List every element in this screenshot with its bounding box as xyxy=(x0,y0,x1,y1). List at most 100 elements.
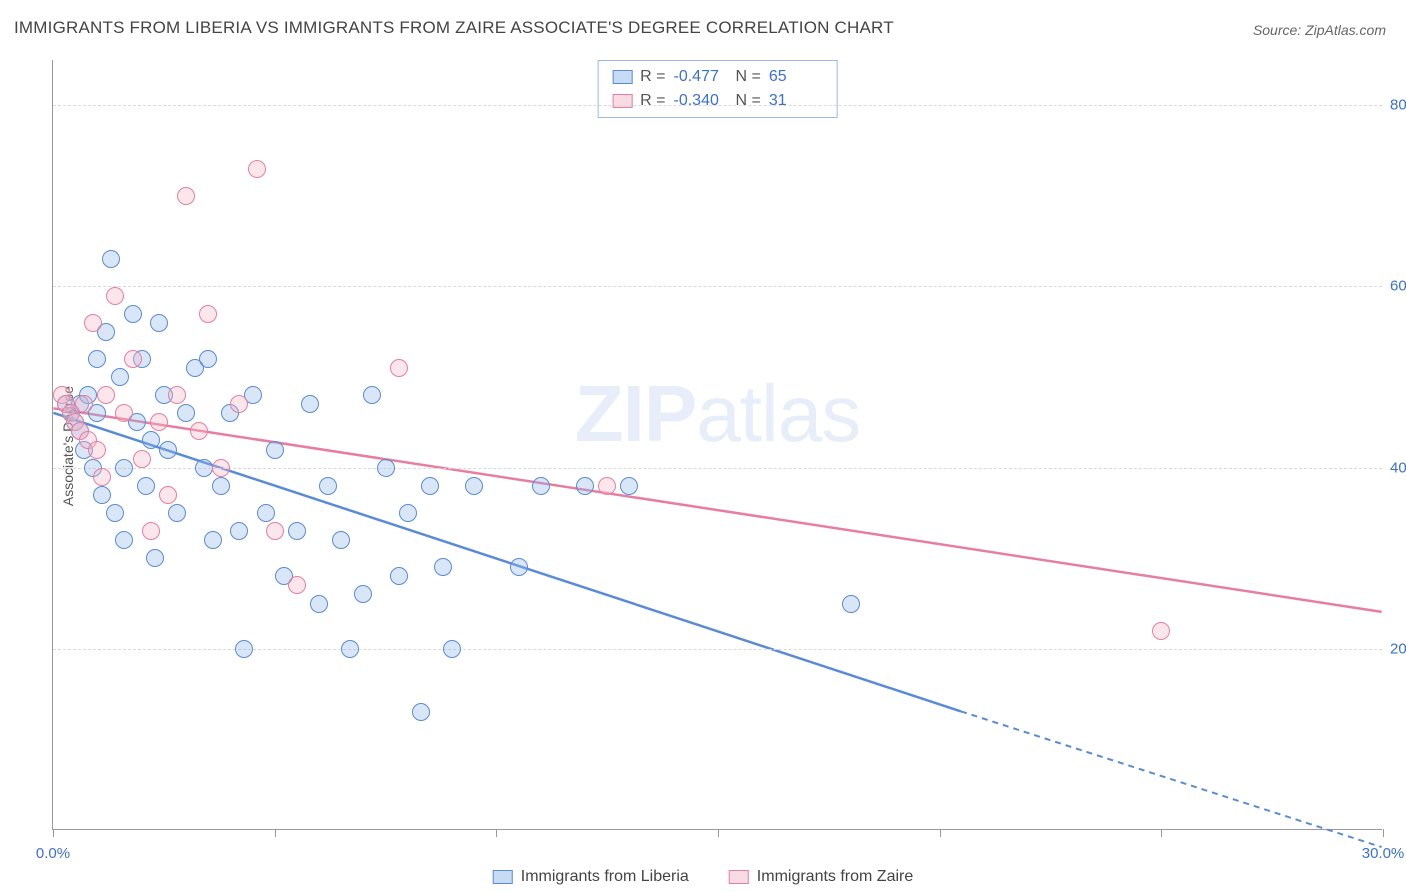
data-point-zaire xyxy=(212,459,230,477)
data-point-liberia xyxy=(212,477,230,495)
data-point-liberia xyxy=(510,558,528,576)
data-point-liberia xyxy=(199,350,217,368)
data-point-liberia xyxy=(168,504,186,522)
data-point-liberia xyxy=(532,477,550,495)
swatch-liberia xyxy=(612,70,632,84)
data-point-liberia xyxy=(115,459,133,477)
watermark: ZIPatlas xyxy=(575,368,860,460)
swatch-liberia xyxy=(493,870,513,884)
data-point-liberia xyxy=(137,477,155,495)
n-label: N = xyxy=(736,65,761,89)
gridline xyxy=(53,105,1382,106)
data-point-zaire xyxy=(88,441,106,459)
y-tick-label: 20.0% xyxy=(1390,640,1406,657)
data-point-zaire xyxy=(598,477,616,495)
bottom-legend: Immigrants from Liberia Immigrants from Z… xyxy=(493,868,914,886)
data-point-liberia xyxy=(88,350,106,368)
trendline-extrapolated-liberia xyxy=(961,711,1382,847)
swatch-zaire xyxy=(729,870,749,884)
data-point-liberia xyxy=(115,531,133,549)
data-point-zaire xyxy=(288,576,306,594)
data-point-liberia xyxy=(235,640,253,658)
data-point-liberia xyxy=(177,404,195,422)
data-point-zaire xyxy=(248,160,266,178)
x-tick xyxy=(275,829,276,837)
data-point-zaire xyxy=(168,386,186,404)
data-point-liberia xyxy=(412,703,430,721)
data-point-zaire xyxy=(199,305,217,323)
x-tick xyxy=(1383,829,1384,837)
data-point-zaire xyxy=(115,404,133,422)
data-point-liberia xyxy=(195,459,213,477)
n-value: 65 xyxy=(769,65,823,89)
r-value: -0.340 xyxy=(674,89,728,113)
r-value: -0.477 xyxy=(674,65,728,89)
r-label: R = xyxy=(640,65,665,89)
data-point-zaire xyxy=(190,422,208,440)
data-point-liberia xyxy=(354,585,372,603)
x-tick xyxy=(1161,829,1162,837)
data-point-liberia xyxy=(576,477,594,495)
x-tick-label: 30.0% xyxy=(1362,845,1405,862)
trendline-liberia xyxy=(53,413,961,712)
gridline xyxy=(53,468,1382,469)
data-point-liberia xyxy=(204,531,222,549)
data-point-liberia xyxy=(288,522,306,540)
data-point-liberia xyxy=(102,250,120,268)
data-point-zaire xyxy=(106,287,124,305)
data-point-liberia xyxy=(332,531,350,549)
data-point-zaire xyxy=(1152,622,1170,640)
y-tick-label: 80.0% xyxy=(1390,97,1406,114)
data-point-liberia xyxy=(301,395,319,413)
y-tick-label: 40.0% xyxy=(1390,459,1406,476)
data-point-zaire xyxy=(390,359,408,377)
data-point-liberia xyxy=(421,477,439,495)
data-point-liberia xyxy=(266,441,284,459)
data-point-liberia xyxy=(443,640,461,658)
source-label: Source: ZipAtlas.com xyxy=(1253,22,1386,38)
legend-item-zaire: Immigrants from Zaire xyxy=(729,868,913,886)
data-point-liberia xyxy=(390,567,408,585)
data-point-zaire xyxy=(93,468,111,486)
data-point-liberia xyxy=(124,305,142,323)
data-point-liberia xyxy=(363,386,381,404)
data-point-liberia xyxy=(319,477,337,495)
data-point-zaire xyxy=(150,413,168,431)
data-point-liberia xyxy=(106,504,124,522)
data-point-zaire xyxy=(230,395,248,413)
legend-item-liberia: Immigrants from Liberia xyxy=(493,868,689,886)
data-point-zaire xyxy=(159,486,177,504)
chart-title: IMMIGRANTS FROM LIBERIA VS IMMIGRANTS FR… xyxy=(14,18,894,38)
data-point-zaire xyxy=(142,522,160,540)
stats-legend: R = -0.477 N = 65R =-0.340N =31 xyxy=(597,60,838,118)
data-point-liberia xyxy=(399,504,417,522)
data-point-liberia xyxy=(93,486,111,504)
stats-row-liberia: R = -0.477 N = 65 xyxy=(612,65,823,89)
data-point-zaire xyxy=(75,395,93,413)
data-point-zaire xyxy=(84,314,102,332)
data-point-zaire xyxy=(133,450,151,468)
data-point-zaire xyxy=(97,386,115,404)
data-point-liberia xyxy=(142,431,160,449)
n-value: 31 xyxy=(769,89,823,113)
data-point-liberia xyxy=(377,459,395,477)
data-point-liberia xyxy=(111,368,129,386)
data-point-liberia xyxy=(434,558,452,576)
plot-area: ZIPatlas R =-0.477N =65R =-0.340N =31 20… xyxy=(52,60,1382,830)
data-point-liberia xyxy=(465,477,483,495)
stats-row-zaire: R =-0.340N =31 xyxy=(612,89,823,113)
data-point-liberia xyxy=(159,441,177,459)
legend-label: Immigrants from Zaire xyxy=(757,868,913,886)
x-tick xyxy=(718,829,719,837)
x-tick xyxy=(940,829,941,837)
trendline-zaire xyxy=(53,408,1381,612)
data-point-liberia xyxy=(842,595,860,613)
x-tick xyxy=(496,829,497,837)
legend-label: Immigrants from Liberia xyxy=(521,868,689,886)
data-point-zaire xyxy=(266,522,284,540)
data-point-liberia xyxy=(150,314,168,332)
data-point-liberia xyxy=(230,522,248,540)
x-tick-label: 0.0% xyxy=(36,845,70,862)
data-point-liberia xyxy=(146,549,164,567)
data-point-liberia xyxy=(310,595,328,613)
